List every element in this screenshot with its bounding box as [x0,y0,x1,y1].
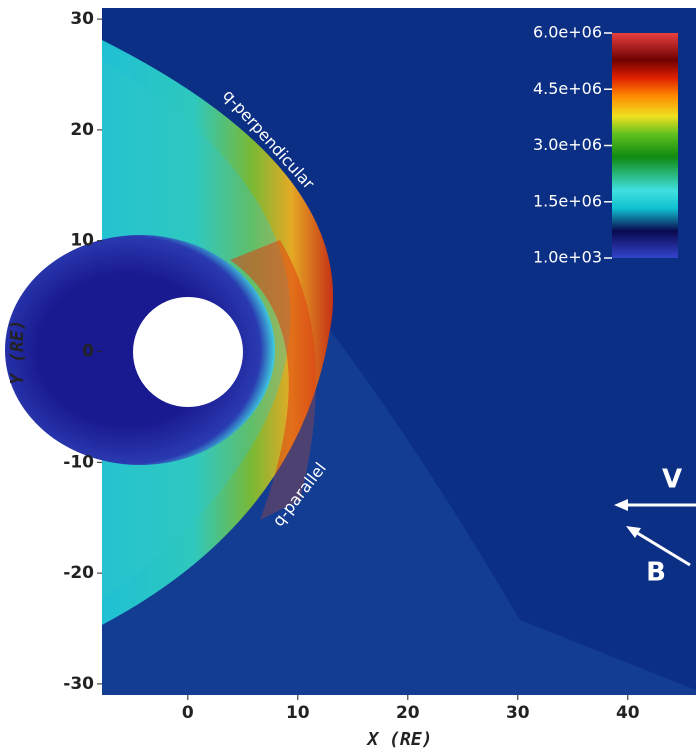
y-tick-label: 10 [70,231,94,251]
colorbar-tick-label: 1.5e+06 [533,191,602,210]
y-tick-label: -20 [63,563,94,583]
x-tick-label: 30 [506,703,530,723]
y-axis-label: Y (RE) [7,319,28,384]
colorbar-tick-label: 6.0e+06 [533,23,602,42]
y-tick-label: 20 [70,120,94,140]
colorbar-tick-label: 1.0e+03 [533,248,602,267]
x-tick-label: 20 [396,703,420,723]
y-tick-label: 0 [82,342,94,362]
y-tick-label: -30 [63,674,94,694]
y-tick-label: 30 [70,9,94,29]
x-tick-label: 40 [616,703,640,723]
colorbar-fill [612,33,678,258]
x-tick-label: 10 [286,703,310,723]
annotation: B [646,558,666,588]
colorbar: 6.0e+06 4.5e+06 3.0e+06 1.5e+06 1.0e+03 [533,23,678,267]
colorbar-tick-label: 3.0e+06 [533,135,602,154]
y-tick-label: -10 [63,452,94,472]
x-axis-label: X (RE) [365,729,432,750]
x-tick-label: 0 [182,703,194,723]
field [5,8,696,695]
arrows [614,499,696,567]
annotation: V [662,465,682,495]
colorbar-tick-label: 4.5e+06 [533,79,602,98]
